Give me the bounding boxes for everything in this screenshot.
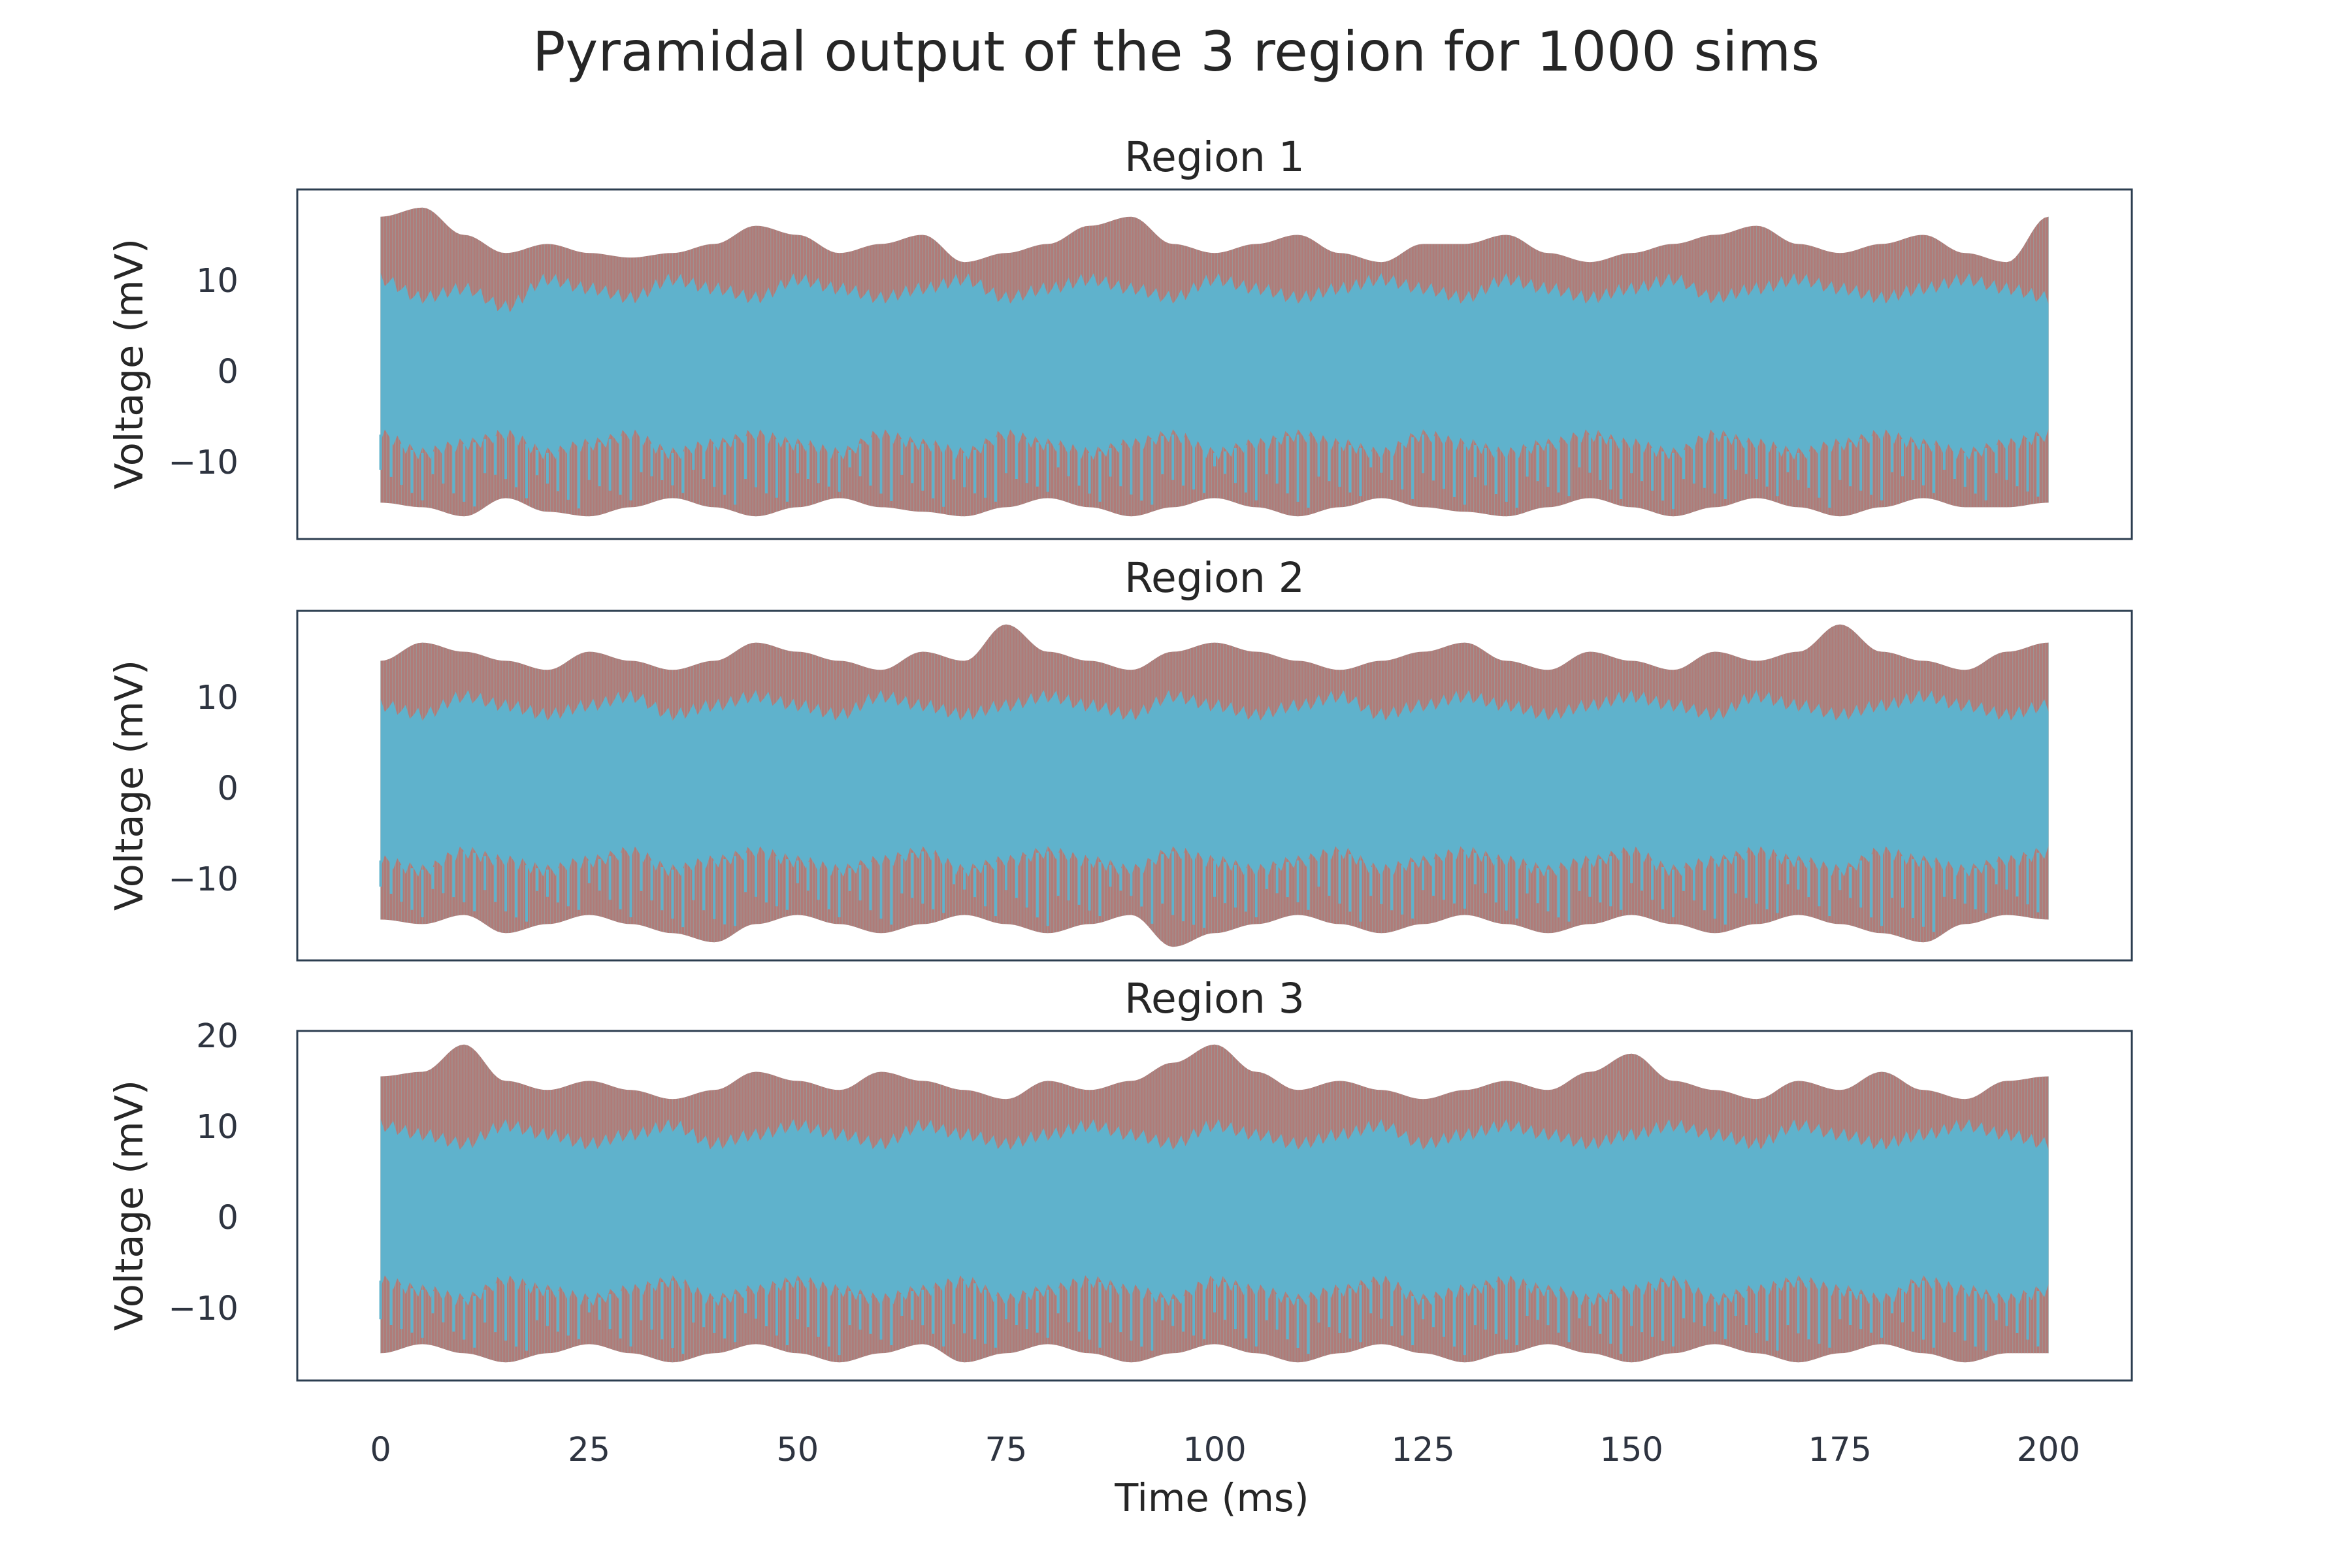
y-tick-labels: −10 0 10 xyxy=(168,679,238,899)
core-band xyxy=(380,272,2049,461)
axes-frame xyxy=(296,188,2133,540)
core-band xyxy=(380,689,2049,877)
x-tick-label: 75 xyxy=(985,1431,1027,1469)
y-tick-label: 10 xyxy=(196,262,238,301)
trace-spikes xyxy=(379,434,2040,510)
subplot-region-3: Region 3 Voltage (mV) −10 0 10 20 0 25 50 75 10… xyxy=(106,975,2133,1469)
y-axis-label: Voltage (mV) xyxy=(106,660,152,911)
subplot-title: Region 2 xyxy=(1124,554,1305,602)
x-tick-label: 0 xyxy=(370,1431,391,1469)
y-tick-labels: −10 0 10 xyxy=(168,262,238,482)
subplot-title: Region 3 xyxy=(1124,975,1305,1022)
x-tick-label: 200 xyxy=(2017,1431,2080,1469)
trace-spikes xyxy=(379,851,2040,932)
x-tick-label: 50 xyxy=(776,1431,819,1469)
axes-frame xyxy=(296,1030,2133,1382)
plot-area xyxy=(379,624,2049,947)
y-tick-label: 0 xyxy=(218,770,238,808)
plot-area xyxy=(379,1044,2049,1363)
y-tick-label: 10 xyxy=(196,1108,238,1147)
x-tick-labels: 0 25 50 75 100 125 150 175 200 xyxy=(370,1431,2080,1469)
y-axis-label: Voltage (mV) xyxy=(106,238,152,489)
x-tick-label: 100 xyxy=(1183,1431,1246,1469)
figure-title: Pyramidal output of the 3 region for 100… xyxy=(532,20,1820,84)
x-tick-label: 25 xyxy=(568,1431,610,1469)
core-band xyxy=(380,1119,2049,1307)
y-tick-label: −10 xyxy=(168,860,238,899)
x-tick-label: 125 xyxy=(1391,1431,1454,1469)
y-axis-label: Voltage (mV) xyxy=(106,1080,152,1331)
plot-area xyxy=(379,207,2049,517)
trace-spikes xyxy=(379,1281,2040,1356)
y-tick-label: 20 xyxy=(196,1017,238,1056)
x-tick-label: 175 xyxy=(1808,1431,1872,1469)
x-axis-label: Time (ms) xyxy=(1114,1475,1309,1520)
y-tick-label: 0 xyxy=(218,1199,238,1237)
y-tick-labels: −10 0 10 20 xyxy=(168,1017,238,1328)
subplot-title: Region 1 xyxy=(1124,133,1305,181)
y-tick-label: −10 xyxy=(168,444,238,482)
y-tick-label: 0 xyxy=(218,353,238,391)
y-tick-label: 10 xyxy=(196,679,238,717)
subplot-region-1: Region 1 Voltage (mV) −10 0 10 xyxy=(106,133,2133,540)
subplot-region-2: Region 2 Voltage (mV) −10 0 10 xyxy=(106,554,2133,962)
axes-frame xyxy=(296,610,2133,962)
y-tick-label: −10 xyxy=(168,1290,238,1328)
x-tick-label: 150 xyxy=(1600,1431,1663,1469)
